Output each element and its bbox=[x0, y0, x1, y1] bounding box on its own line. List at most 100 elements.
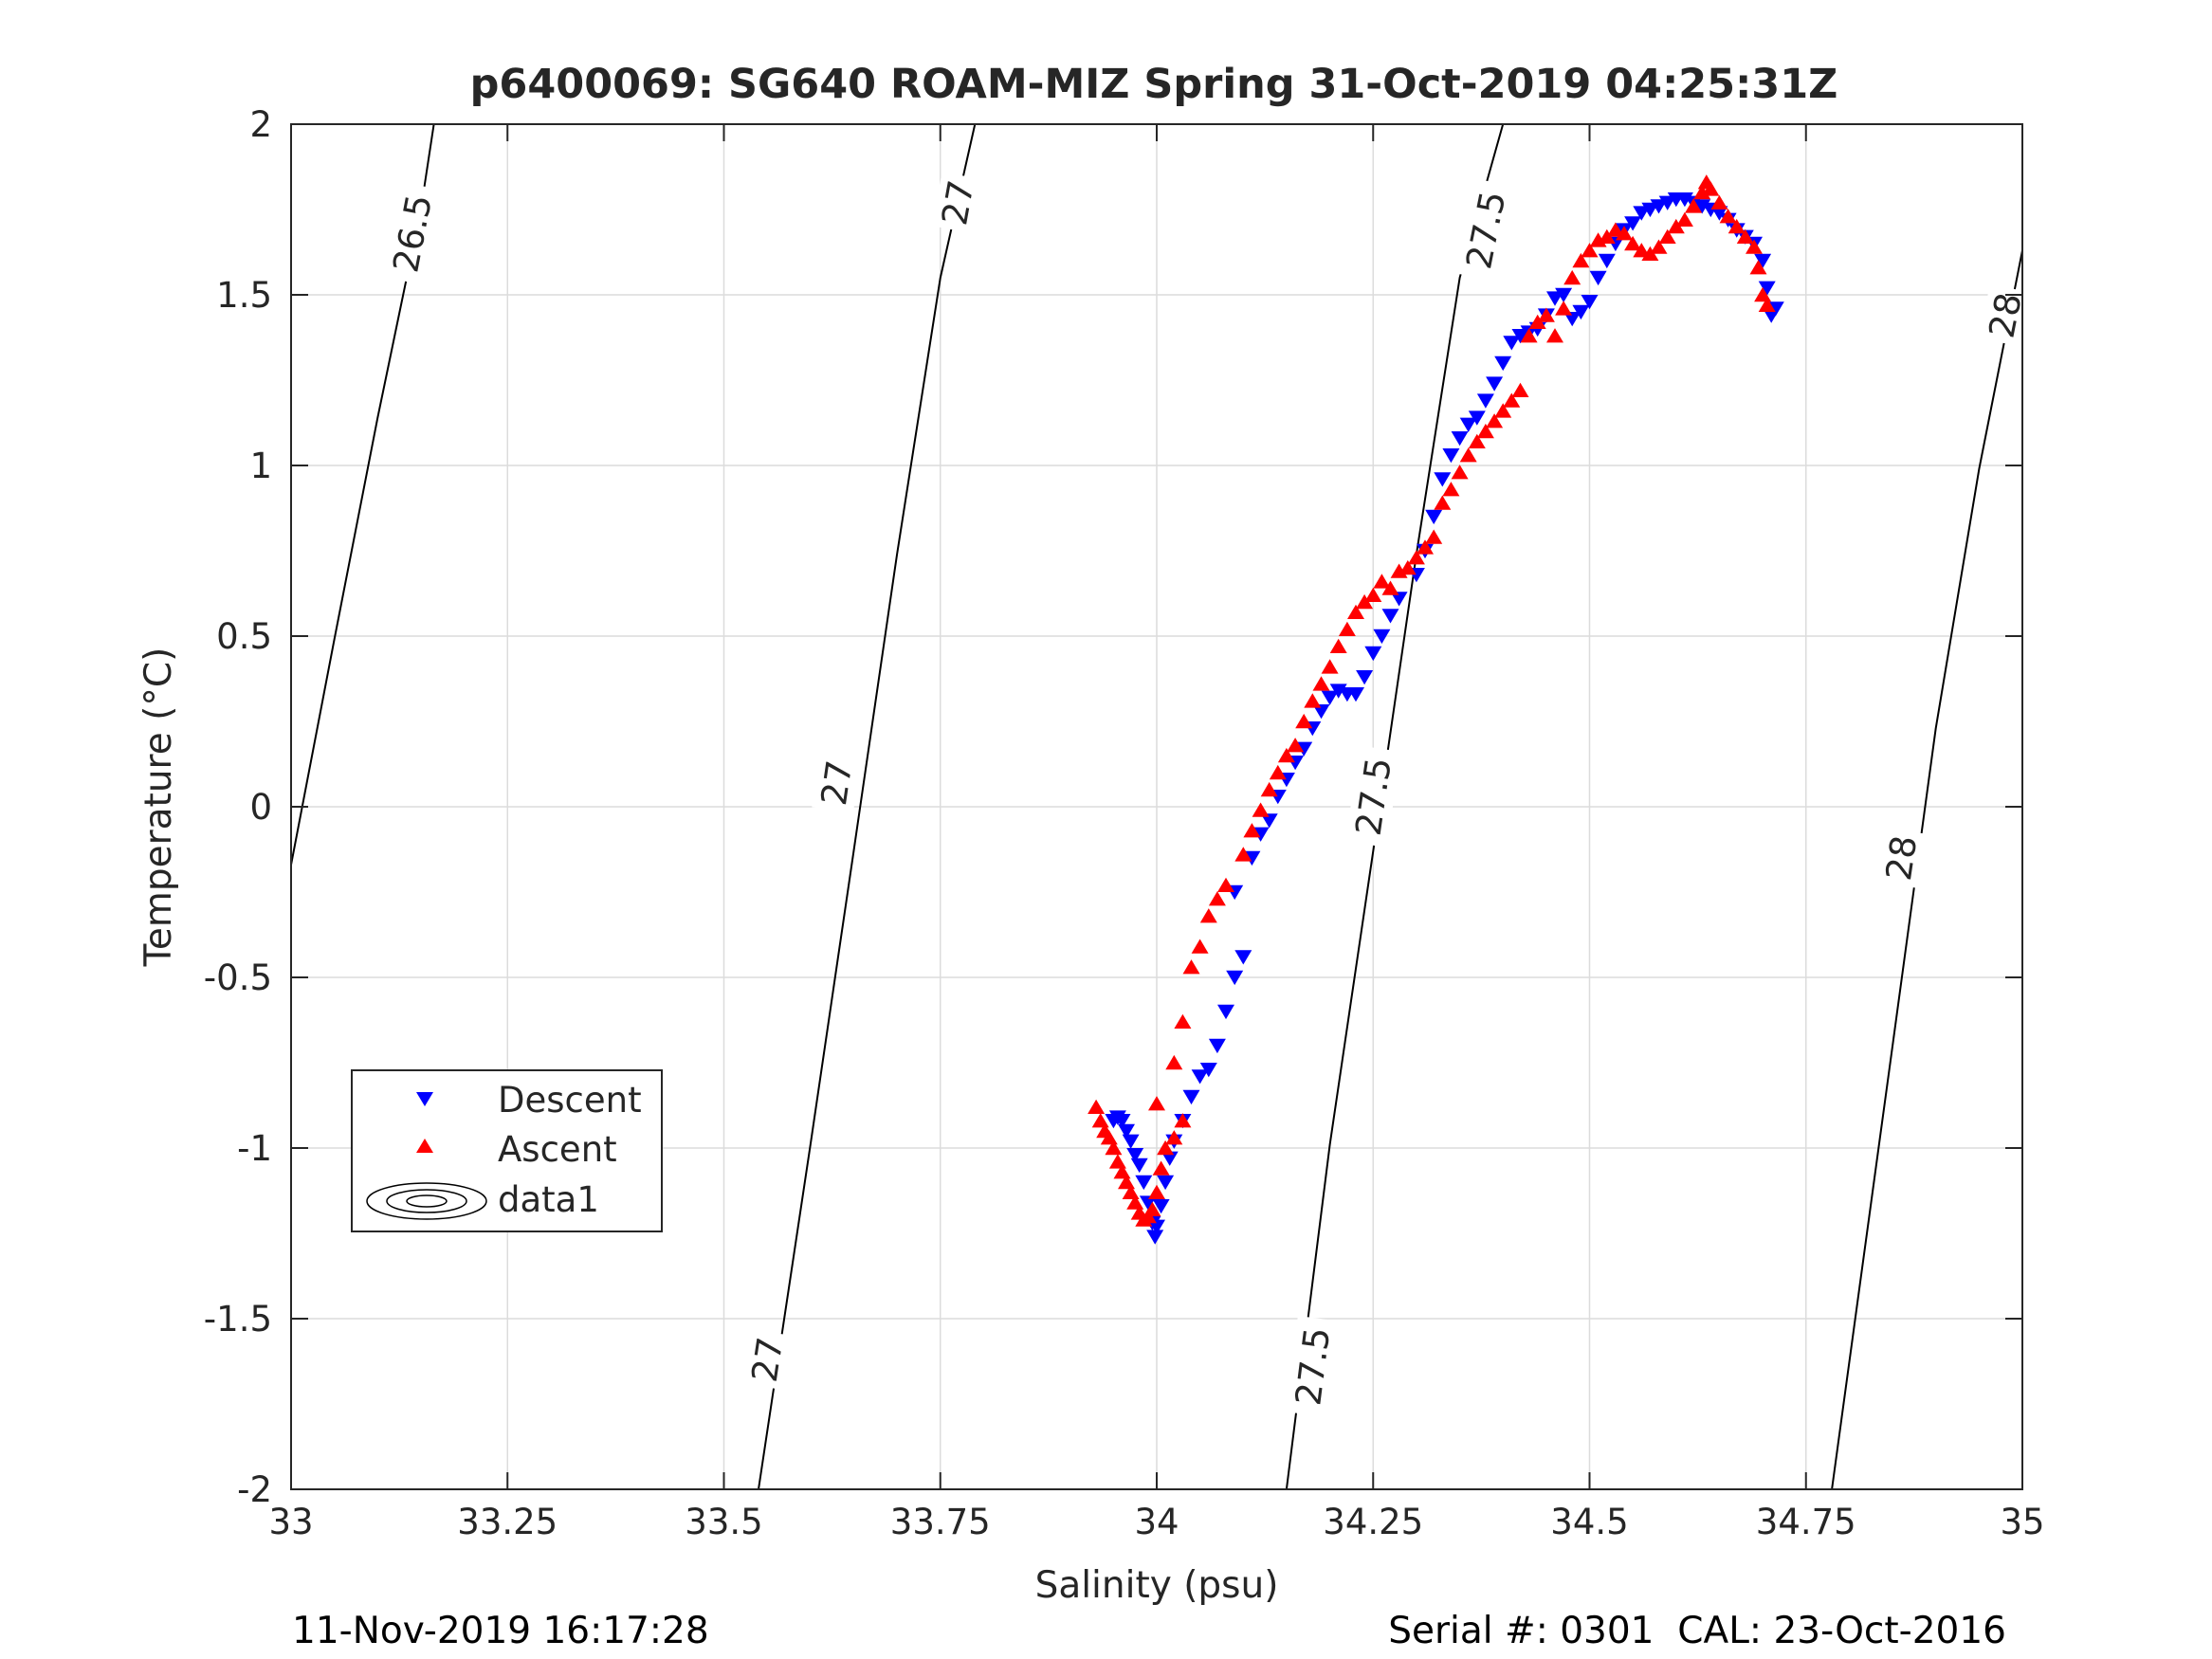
descent-point bbox=[1130, 1158, 1148, 1174]
y-tick-label: 1.5 bbox=[216, 275, 272, 316]
ascent-point bbox=[1520, 328, 1538, 343]
ascent-point bbox=[1398, 559, 1417, 575]
ascent-point bbox=[1425, 529, 1443, 544]
ascent-point bbox=[1581, 243, 1599, 258]
ascent-point bbox=[1598, 228, 1616, 244]
contour-label-text: 27 bbox=[744, 1335, 792, 1385]
contour-label-bg bbox=[1286, 1316, 1340, 1417]
descent-point bbox=[1589, 270, 1607, 286]
descent-point bbox=[1555, 287, 1573, 303]
contour-label: 27.5 bbox=[1345, 745, 1401, 848]
descent-point bbox=[1157, 1175, 1175, 1191]
axis-ticks: 33 33.25 33.5 33.75 34 34.25 34.5 34.75 35 -2 -1.5… bbox=[204, 104, 2045, 1542]
ascent-point bbox=[1546, 328, 1563, 343]
ascent-point bbox=[1260, 781, 1278, 797]
descent-point bbox=[1321, 690, 1339, 705]
x-tick-label: 33.75 bbox=[890, 1502, 991, 1542]
descent-point bbox=[1126, 1148, 1144, 1163]
contour-label: 27 bbox=[812, 752, 862, 813]
ascent-point bbox=[1321, 659, 1339, 674]
ascent-point bbox=[1417, 539, 1434, 555]
ascent-series bbox=[1088, 174, 1776, 1227]
ascent-point bbox=[1105, 1139, 1123, 1156]
ascent-point bbox=[1746, 239, 1763, 254]
ascent-point bbox=[1537, 307, 1555, 322]
y-tick-label: -1 bbox=[237, 1128, 272, 1169]
y-tick-label: 1 bbox=[249, 446, 272, 486]
ascent-point bbox=[1641, 246, 1659, 261]
contour-line bbox=[758, 123, 977, 1490]
ascent-point bbox=[1503, 392, 1521, 408]
descent-point bbox=[1373, 629, 1391, 645]
ascent-point bbox=[1347, 604, 1364, 619]
legend: Descent Ascent data1 bbox=[351, 1069, 663, 1232]
descent-point bbox=[1312, 704, 1330, 720]
x-tick-label: 34.25 bbox=[1323, 1502, 1423, 1542]
ascent-point bbox=[1468, 433, 1486, 448]
legend-box bbox=[351, 1069, 663, 1232]
ascent-point bbox=[1572, 252, 1590, 268]
descent-point bbox=[1503, 336, 1521, 351]
legend-ascent-label: Ascent bbox=[498, 1129, 617, 1170]
contour-label-text: 28 bbox=[1878, 833, 1925, 884]
contour-label: 27 bbox=[932, 172, 983, 234]
y-axis-label: Temperature (°C) bbox=[137, 647, 180, 968]
descent-point bbox=[1563, 312, 1581, 327]
ascent-point bbox=[1304, 693, 1322, 708]
ascent-point bbox=[1476, 423, 1494, 439]
ascent-point bbox=[1511, 382, 1529, 397]
ascent-point bbox=[1650, 239, 1668, 254]
contour-label-bg bbox=[382, 181, 443, 285]
descent-point bbox=[1199, 1063, 1217, 1078]
ascent-point bbox=[1199, 908, 1217, 923]
descent-point bbox=[1459, 417, 1477, 432]
contour-line bbox=[1831, 250, 2023, 1490]
footer-serial-cal: Serial #: 0301 CAL: 23-Oct-2016 bbox=[1388, 1610, 2006, 1652]
legend-descent-label: Descent bbox=[498, 1080, 642, 1121]
ascent-point bbox=[1152, 1160, 1170, 1176]
ascent-point bbox=[1728, 218, 1746, 234]
ascent-point bbox=[1174, 1013, 1192, 1029]
ascent-point bbox=[1459, 447, 1477, 463]
y-tick-label: -0.5 bbox=[204, 957, 272, 998]
descent-point bbox=[1468, 410, 1486, 426]
ascent-point bbox=[1658, 228, 1676, 244]
contour-label-text: 27 bbox=[814, 757, 860, 808]
ascent-point bbox=[1528, 314, 1546, 329]
ascent-point bbox=[1563, 269, 1581, 285]
y-tick-label: 0 bbox=[249, 787, 272, 828]
ascent-point bbox=[1217, 877, 1234, 892]
descent-point bbox=[1139, 1195, 1157, 1211]
ascent-point bbox=[1269, 764, 1287, 780]
contour-label-bg bbox=[932, 172, 983, 234]
ascent-point bbox=[1486, 413, 1504, 428]
descent-point bbox=[1118, 1123, 1135, 1139]
descent-point bbox=[1226, 970, 1244, 986]
ascent-point bbox=[1364, 587, 1382, 602]
ascent-point bbox=[1287, 738, 1305, 753]
descent-point bbox=[1451, 431, 1469, 447]
contour-label-bg bbox=[1455, 178, 1516, 282]
ascent-point bbox=[1088, 1099, 1106, 1114]
x-tick-label: 34.5 bbox=[1550, 1502, 1628, 1542]
descent-point bbox=[1650, 199, 1668, 214]
descent-point bbox=[1434, 472, 1452, 487]
ascent-point bbox=[1675, 211, 1693, 227]
contour-label-bg bbox=[1345, 745, 1401, 848]
ascent-point bbox=[1451, 465, 1469, 480]
ascent-point bbox=[1277, 747, 1295, 763]
descent-point bbox=[1234, 950, 1252, 965]
descent-point bbox=[1260, 813, 1278, 829]
ascent-point bbox=[1165, 1130, 1183, 1145]
ascent-point bbox=[1442, 482, 1460, 497]
ascent-point bbox=[1174, 1113, 1192, 1128]
ascent-point bbox=[1234, 847, 1252, 862]
legend-contour-icon bbox=[366, 1182, 487, 1220]
descent-point bbox=[1581, 295, 1599, 310]
ascent-point bbox=[1157, 1139, 1175, 1156]
ascent-point bbox=[1356, 593, 1374, 610]
ascent-point bbox=[1165, 1054, 1183, 1070]
descent-point bbox=[1572, 304, 1590, 320]
